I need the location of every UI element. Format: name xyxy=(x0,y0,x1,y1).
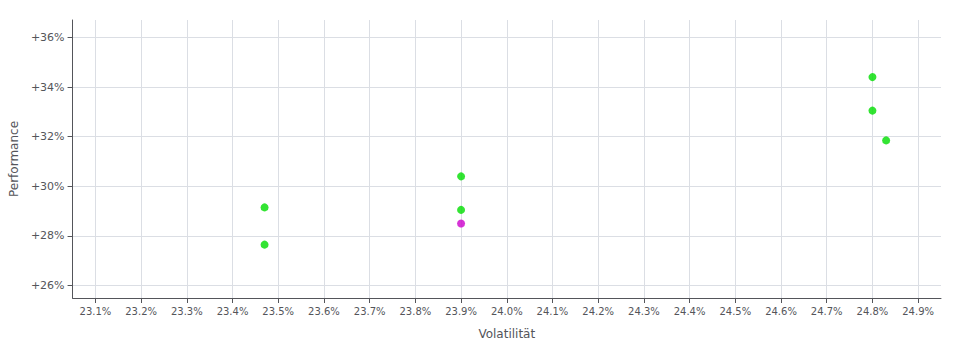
svg-text:23.2%: 23.2% xyxy=(125,306,157,317)
svg-text:23.7%: 23.7% xyxy=(354,306,386,317)
svg-text:24.6%: 24.6% xyxy=(765,306,797,317)
svg-text:24.9%: 24.9% xyxy=(902,306,934,317)
svg-text:23.4%: 23.4% xyxy=(217,306,249,317)
svg-text:24.0%: 24.0% xyxy=(491,306,523,317)
svg-text:23.6%: 23.6% xyxy=(308,306,340,317)
svg-text:24.5%: 24.5% xyxy=(719,306,751,317)
svg-text:+30%: +30% xyxy=(31,180,65,193)
svg-text:+32%: +32% xyxy=(31,130,65,143)
svg-text:Volatilität: Volatilität xyxy=(478,327,535,341)
svg-text:24.2%: 24.2% xyxy=(582,306,614,317)
svg-text:23.5%: 23.5% xyxy=(262,306,294,317)
svg-text:23.3%: 23.3% xyxy=(171,306,203,317)
svg-text:24.8%: 24.8% xyxy=(857,306,889,317)
svg-text:23.9%: 23.9% xyxy=(445,306,477,317)
svg-text:24.3%: 24.3% xyxy=(628,306,660,317)
svg-text:23.8%: 23.8% xyxy=(399,306,431,317)
svg-text:+26%: +26% xyxy=(31,279,65,292)
svg-text:+28%: +28% xyxy=(31,229,65,242)
svg-text:24.1%: 24.1% xyxy=(537,306,569,317)
svg-text:24.4%: 24.4% xyxy=(674,306,706,317)
svg-text:Performance: Performance xyxy=(7,121,21,197)
svg-text:+34%: +34% xyxy=(31,81,65,94)
svg-text:24.7%: 24.7% xyxy=(811,306,843,317)
svg-text:+36%: +36% xyxy=(31,31,65,44)
svg-text:23.1%: 23.1% xyxy=(80,306,112,317)
